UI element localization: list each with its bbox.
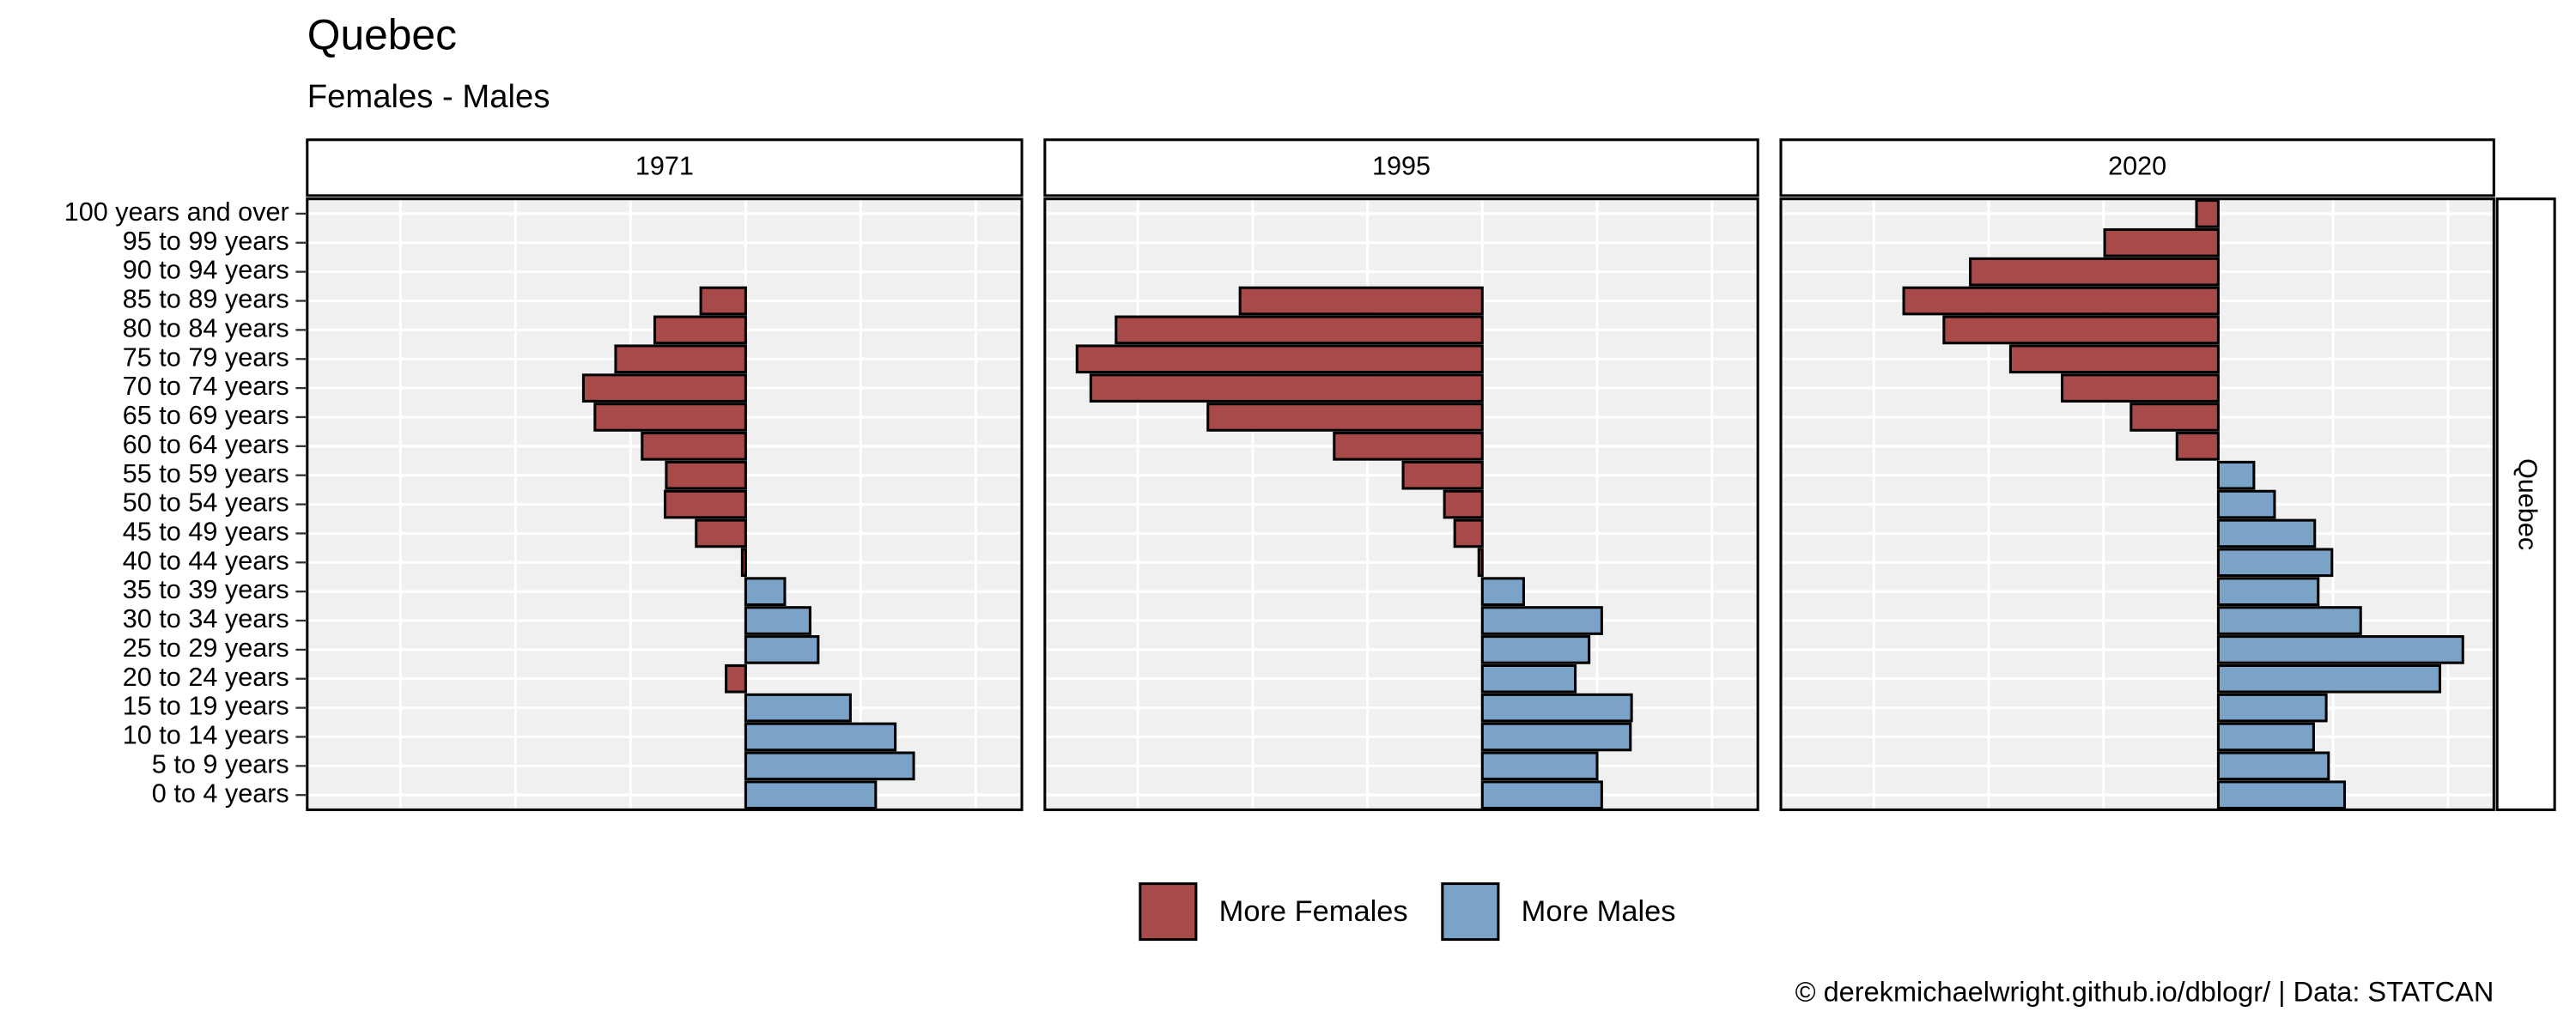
bar bbox=[2216, 663, 2442, 694]
y-tick-label: 45 to 49 years bbox=[123, 518, 289, 547]
strip bbox=[306, 138, 1024, 197]
legend-label: More Males bbox=[1522, 895, 1676, 928]
y-tick-label: 25 to 29 years bbox=[123, 633, 289, 663]
bar bbox=[725, 663, 747, 694]
y-tick-label: 85 to 89 years bbox=[123, 285, 289, 314]
legend-label: More Females bbox=[1219, 895, 1408, 928]
bar bbox=[744, 780, 878, 810]
caption: © derekmichaelwright.github.io/dblogr/ |… bbox=[1795, 976, 2494, 1007]
bar bbox=[744, 635, 820, 664]
bar bbox=[1480, 693, 1633, 723]
bar bbox=[2216, 693, 2328, 723]
bar bbox=[2216, 635, 2464, 664]
row-strip bbox=[2495, 197, 2556, 811]
bar bbox=[1401, 460, 1484, 490]
bar bbox=[2216, 460, 2256, 490]
bar bbox=[665, 460, 747, 490]
bar bbox=[740, 548, 747, 578]
bar bbox=[1480, 751, 1599, 781]
bar bbox=[1075, 344, 1484, 374]
strip-label: 1971 bbox=[635, 151, 694, 180]
y-tick-label: 80 to 84 years bbox=[123, 313, 289, 342]
strip-label: 1995 bbox=[1372, 151, 1431, 180]
bar bbox=[2103, 227, 2220, 258]
y-tick-label: 5 to 9 years bbox=[152, 749, 289, 779]
chart-subtitle: Females - Males bbox=[307, 78, 550, 115]
bar bbox=[744, 751, 915, 781]
bar bbox=[2061, 373, 2220, 403]
y-tick-label: 30 to 34 years bbox=[123, 604, 289, 633]
legend-swatch bbox=[1139, 882, 1198, 942]
bar bbox=[2216, 722, 2315, 752]
y-tick-label: 40 to 44 years bbox=[123, 546, 289, 575]
y-tick-label: 35 to 39 years bbox=[123, 575, 289, 604]
bar bbox=[1969, 257, 2220, 287]
y-tick-label: 90 to 94 years bbox=[123, 256, 289, 285]
bar bbox=[641, 431, 747, 461]
y-tick-label: 95 to 99 years bbox=[123, 227, 289, 256]
bar bbox=[1480, 780, 1603, 810]
strip-label: 2020 bbox=[2108, 151, 2166, 180]
bar bbox=[744, 577, 787, 606]
bar bbox=[1443, 489, 1484, 519]
chart-title: Quebec bbox=[307, 10, 457, 58]
bar bbox=[581, 373, 747, 403]
strip bbox=[1779, 138, 2495, 197]
bar bbox=[1477, 548, 1484, 578]
bar bbox=[2216, 548, 2334, 578]
bar bbox=[695, 518, 747, 548]
bar bbox=[2008, 344, 2220, 374]
y-tick-label: 0 to 4 years bbox=[152, 779, 289, 808]
bar bbox=[1480, 606, 1603, 635]
bar bbox=[1115, 315, 1484, 345]
bar bbox=[1206, 403, 1484, 432]
y-tick-label: 15 to 19 years bbox=[123, 692, 289, 721]
bar bbox=[2216, 518, 2317, 548]
bar bbox=[744, 722, 897, 752]
bar bbox=[2216, 606, 2362, 635]
bar bbox=[1902, 286, 2220, 316]
bar bbox=[1480, 722, 1632, 752]
bar bbox=[664, 489, 747, 519]
y-tick-label: 20 to 24 years bbox=[123, 663, 289, 692]
bar bbox=[1480, 635, 1591, 664]
panel-border bbox=[1779, 197, 2495, 811]
bar bbox=[2216, 780, 2347, 810]
bar bbox=[1238, 286, 1484, 316]
legend-swatch bbox=[1441, 882, 1500, 942]
y-tick-label: 50 to 54 years bbox=[123, 488, 289, 518]
y-tick-label: 60 to 64 years bbox=[123, 430, 289, 459]
y-tick-label: 75 to 79 years bbox=[123, 342, 289, 372]
strip bbox=[1043, 138, 1759, 197]
bar bbox=[1453, 518, 1484, 548]
bar bbox=[2216, 751, 2330, 781]
bar bbox=[744, 606, 811, 635]
bar bbox=[1333, 431, 1484, 461]
y-tick-label: 10 to 14 years bbox=[123, 721, 289, 750]
y-tick-label: 70 to 74 years bbox=[123, 372, 289, 401]
bar bbox=[2129, 403, 2220, 432]
bar bbox=[1089, 373, 1484, 403]
bar bbox=[2216, 577, 2320, 606]
bar bbox=[2216, 489, 2276, 519]
y-tick-label: 65 to 69 years bbox=[123, 401, 289, 430]
bar bbox=[2195, 199, 2220, 228]
bar bbox=[1942, 315, 2220, 345]
row-strip-label: Quebec bbox=[2513, 458, 2543, 550]
bar bbox=[653, 315, 747, 345]
bar bbox=[1480, 663, 1577, 694]
bar bbox=[699, 286, 747, 316]
y-tick-label: 100 years and over bbox=[64, 197, 289, 227]
bar bbox=[2175, 431, 2220, 461]
bar bbox=[744, 693, 852, 723]
bar bbox=[1480, 577, 1525, 606]
y-tick-label: 55 to 59 years bbox=[123, 459, 289, 488]
bar bbox=[593, 403, 747, 432]
bar bbox=[614, 344, 747, 374]
panel-border bbox=[1043, 197, 1759, 811]
